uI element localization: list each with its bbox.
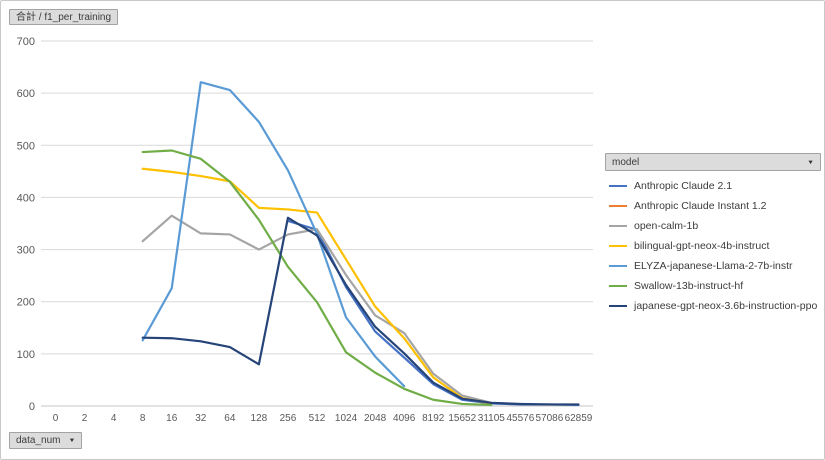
legend-line-swatch xyxy=(609,224,627,228)
x-axis-label: 2 xyxy=(82,413,88,424)
x-axis-label: 31105 xyxy=(478,413,506,424)
legend: model ▼ Anthropic Claude 2.1 Anthropic Cl… xyxy=(605,153,821,316)
x-axis-label: 128 xyxy=(251,413,268,424)
legend-line-swatch xyxy=(609,304,627,308)
dropdown-arrow-icon: ▼ xyxy=(807,159,814,165)
series-line-5[interactable] xyxy=(141,149,493,407)
x-axis-label: 2048 xyxy=(364,413,387,424)
chart-plot-area[interactable]: 0 100 200 300 400 500 600 700 0 2 4 8 16 32 64 128 256 51… xyxy=(1,1,601,433)
y-axis-label: 300 xyxy=(17,245,35,257)
legend-item-1[interactable]: Anthropic Claude Instant 1.2 xyxy=(605,196,821,216)
series-line-6[interactable] xyxy=(141,216,580,406)
legend-label: ELYZA-japanese-Llama-2-7b-instr xyxy=(634,260,793,272)
legend-entries: Anthropic Claude 2.1 Anthropic Claude Ins… xyxy=(605,171,821,316)
x-axis-label: 8 xyxy=(140,413,146,424)
x-axis-label: 62859 xyxy=(565,413,593,424)
legend-item-4[interactable]: ELYZA-japanese-Llama-2-7b-instr xyxy=(605,256,821,276)
y-axis-label: 500 xyxy=(17,140,35,152)
x-axis-label: 4096 xyxy=(393,413,416,424)
legend-item-6[interactable]: japanese-gpt-neox-3.6b-instruction-ppo xyxy=(605,296,821,316)
x-axis-label: 45576 xyxy=(506,413,534,424)
legend-line-swatch xyxy=(609,184,627,188)
legend-item-5[interactable]: Swallow-13b-instruct-hf xyxy=(605,276,821,296)
x-axis-label: 32 xyxy=(195,413,207,424)
x-axis-label: 57086 xyxy=(536,413,564,424)
axis-field-label: data_num xyxy=(16,435,61,446)
x-axis-label: 0 xyxy=(53,413,59,424)
x-axis-label: 1024 xyxy=(335,413,358,424)
value-field-button[interactable]: 合計 / f1_per_training xyxy=(9,9,119,25)
legend-line-swatch xyxy=(609,264,627,268)
legend-line-swatch xyxy=(609,204,627,208)
legend-label: bilingual-gpt-neox-4b-instruct xyxy=(634,240,770,252)
legend-item-3[interactable]: bilingual-gpt-neox-4b-instruct xyxy=(605,236,821,256)
legend-item-2[interactable]: open-calm-1b xyxy=(605,216,821,236)
legend-line-swatch xyxy=(609,284,627,288)
x-axis-label: 256 xyxy=(280,413,297,424)
legend-field-button[interactable]: model ▼ xyxy=(605,153,821,171)
y-axis-label: 100 xyxy=(17,349,35,361)
axis-field-button[interactable]: data_num ▼ xyxy=(9,432,83,449)
x-axis-label: 16 xyxy=(166,413,178,424)
x-axis-label: 8192 xyxy=(422,413,445,424)
series-line-2[interactable] xyxy=(141,214,493,404)
legend-label: Anthropic Claude Instant 1.2 xyxy=(634,200,767,212)
series-line-3[interactable] xyxy=(141,167,493,405)
y-axis-label: 600 xyxy=(17,88,35,100)
legend-line-swatch xyxy=(609,244,627,248)
y-axis-label: 700 xyxy=(17,36,35,48)
y-axis-label: 400 xyxy=(17,192,35,204)
legend-label: open-calm-1b xyxy=(634,220,699,232)
legend-label: Swallow-13b-instruct-hf xyxy=(634,280,744,292)
y-axis-label: 0 xyxy=(29,401,35,413)
x-axis-label: 64 xyxy=(224,413,236,424)
legend-label: Anthropic Claude 2.1 xyxy=(634,180,733,192)
y-axis-label: 200 xyxy=(17,297,35,309)
x-axis-label: 4 xyxy=(111,413,117,424)
legend-item-0[interactable]: Anthropic Claude 2.1 xyxy=(605,176,821,196)
x-axis-label: 15652 xyxy=(448,413,476,424)
value-field-label: 合計 / f1_per_training xyxy=(16,11,112,23)
legend-field-label: model xyxy=(612,156,640,168)
series-line-4[interactable] xyxy=(141,81,406,388)
legend-label: japanese-gpt-neox-3.6b-instruction-ppo xyxy=(634,300,818,312)
x-axis-label: 512 xyxy=(309,413,326,424)
dropdown-arrow-icon: ▼ xyxy=(68,437,76,444)
